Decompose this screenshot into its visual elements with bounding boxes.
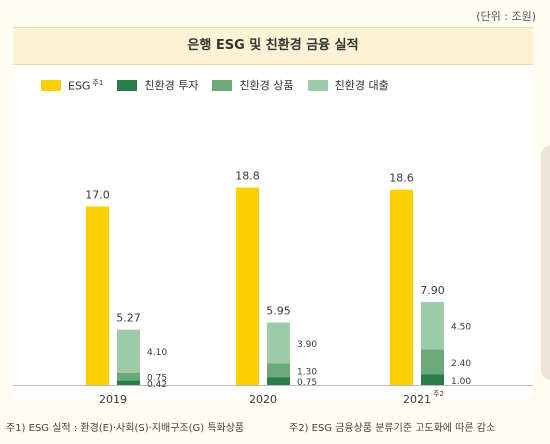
legend-note-esg: 주1	[92, 78, 104, 87]
legend-swatch-loan	[307, 79, 328, 91]
legend-swatch-esg	[41, 79, 61, 91]
stack-total-label-2020: 5.95	[266, 305, 291, 318]
footnote-1: 주1) ESG 실적 : 환경(E)·사회(S)·지배구조(G) 특화상품	[6, 423, 245, 434]
esg-bar-2019	[86, 206, 109, 385]
x-tick-label-2020: 2020	[249, 393, 277, 406]
legend-label-esg: ESG 주1	[68, 78, 104, 93]
legend-item-investment: 친환경 투자	[117, 77, 198, 93]
product-bar-2021	[421, 349, 444, 375]
legend-swatch-product	[212, 79, 233, 91]
product-bar-2020	[267, 363, 290, 378]
legend-item-product: 친환경 상품	[212, 77, 294, 93]
investment-value-label-2019: 0.42	[147, 380, 167, 390]
legend-item-esg: ESG 주1	[41, 78, 104, 93]
chart-title: 은행 ESG 및 친환경 금융 실적	[13, 27, 533, 65]
esg-value-label-2019: 17.0	[85, 189, 110, 202]
legend-swatch-investment	[117, 79, 138, 91]
stack-total-label-2019: 5.27	[116, 312, 141, 325]
legend-label-loan: 친환경 대출	[334, 79, 389, 92]
product-value-label-2021: 2.40	[451, 359, 471, 369]
investment-bar-2020	[267, 377, 290, 385]
investment-bar-2021	[421, 374, 444, 385]
loan-bar-2020	[267, 322, 290, 364]
esg-bar-2021	[390, 189, 413, 385]
investment-value-label-2020: 0.75	[297, 378, 317, 388]
investment-bar-2019	[117, 380, 140, 385]
chart-legend: ESG 주1 친환경 투자 친환경 상품 친환경 대출	[41, 77, 403, 93]
legend-label-investment: 친환경 투자	[144, 79, 199, 92]
loan-value-label-2021: 4.50	[451, 323, 471, 333]
x-tick-label-2021: 2021	[403, 393, 431, 406]
product-value-label-2020: 1.30	[297, 367, 317, 377]
legend-label-product: 친환경 상품	[239, 79, 294, 92]
loan-bar-2019	[117, 329, 140, 373]
product-bar-2019	[117, 372, 140, 381]
side-decoration	[541, 145, 550, 380]
legend-item-loan: 친환경 대출	[307, 77, 389, 93]
stack-total-label-2021: 7.90	[420, 284, 445, 297]
esg-value-label-2021: 18.6	[389, 172, 414, 185]
footnote-2: 주2) ESG 금융상품 분류기준 고도화에 따른 감소	[289, 423, 496, 434]
product-value-label-2019: 0.75	[147, 374, 167, 384]
loan-bar-2021	[421, 302, 444, 350]
loan-value-label-2019: 4.10	[147, 348, 167, 358]
investment-value-label-2021: 1.00	[451, 377, 471, 387]
x-tick-label-2019: 2019	[99, 393, 127, 406]
esg-value-label-2020: 18.8	[235, 170, 260, 183]
esg-bar-2020	[236, 187, 259, 385]
loan-value-label-2020: 3.90	[297, 340, 317, 350]
x-tick-note-2021: 주2	[433, 390, 444, 398]
unit-label: (단위 : 조원)	[476, 10, 536, 23]
